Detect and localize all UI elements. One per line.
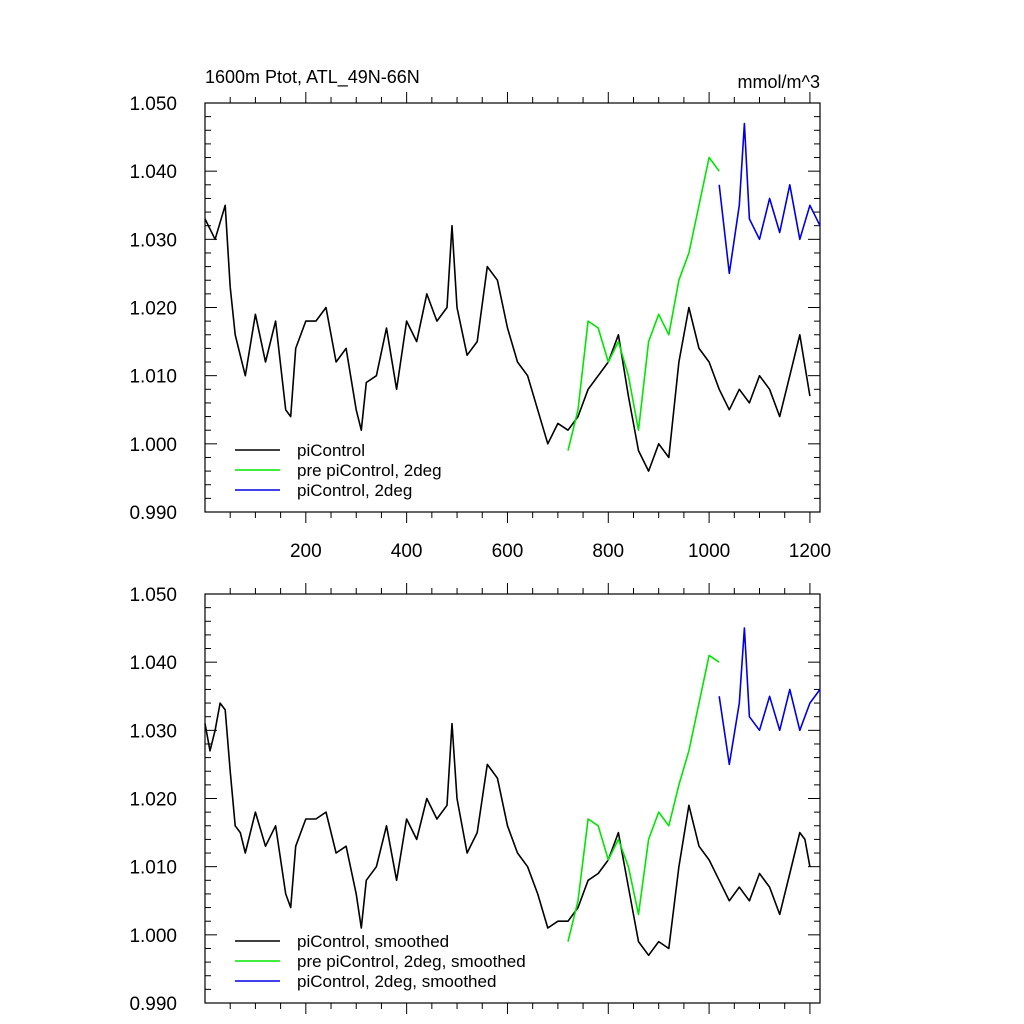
units-label: mmol/m^3 bbox=[738, 72, 820, 92]
y-tick-label: 1.030 bbox=[129, 721, 177, 742]
series-line-1 bbox=[567, 156, 720, 451]
x-tick-label: 800 bbox=[592, 541, 624, 562]
series-line-0 bbox=[204, 204, 811, 472]
y-tick-label: 1.050 bbox=[129, 585, 177, 606]
legend-label: piControl bbox=[297, 441, 365, 460]
y-tick-label: 1.040 bbox=[129, 162, 177, 183]
y-tick-label: 1.000 bbox=[129, 926, 177, 947]
y-tick-label: 1.030 bbox=[129, 230, 177, 251]
y-tick-label: 0.990 bbox=[129, 503, 177, 524]
series-line-2 bbox=[718, 627, 821, 766]
x-tick-label: 1200 bbox=[789, 541, 831, 562]
y-tick-label: 0.990 bbox=[129, 994, 177, 1015]
y-tick-label: 1.020 bbox=[129, 299, 177, 320]
y-tick-label: 1.020 bbox=[129, 790, 177, 811]
x-tick-label: 400 bbox=[391, 541, 423, 562]
series-line-2 bbox=[718, 122, 821, 275]
chart-panel-top: 0.990 1.000 1.010 1.020 1.030 1.040 1.050 200 40… bbox=[129, 92, 831, 562]
x-tick-label: 1000 bbox=[688, 541, 730, 562]
chart-title: 1600m Ptot, ATL_49N-66N bbox=[205, 67, 420, 88]
legend-label: piControl, 2deg, smoothed bbox=[297, 972, 496, 991]
legend-label: piControl, smoothed bbox=[297, 932, 449, 951]
y-tick-label: 1.000 bbox=[129, 435, 177, 456]
legend-label: pre piControl, 2deg bbox=[297, 461, 442, 480]
y-tick-label: 1.010 bbox=[129, 367, 177, 388]
y-tick-label: 1.050 bbox=[129, 94, 177, 115]
chart-panel-bottom: 0.990 1.000 1.010 1.020 1.030 1.040 1.050 piCon… bbox=[129, 583, 821, 1015]
chart-panels: 0.990 1.000 1.010 1.020 1.030 1.040 1.050 200 40… bbox=[129, 92, 831, 1015]
series-line-1 bbox=[567, 654, 720, 942]
legend-label: piControl, 2deg bbox=[297, 481, 412, 500]
x-tick-label: 600 bbox=[492, 541, 524, 562]
y-tick-label: 1.010 bbox=[129, 858, 177, 879]
x-tick-label: 200 bbox=[290, 541, 322, 562]
y-tick-label: 1.040 bbox=[129, 653, 177, 674]
series-line-0 bbox=[204, 702, 811, 957]
legend-label: pre piControl, 2deg, smoothed bbox=[297, 952, 526, 971]
